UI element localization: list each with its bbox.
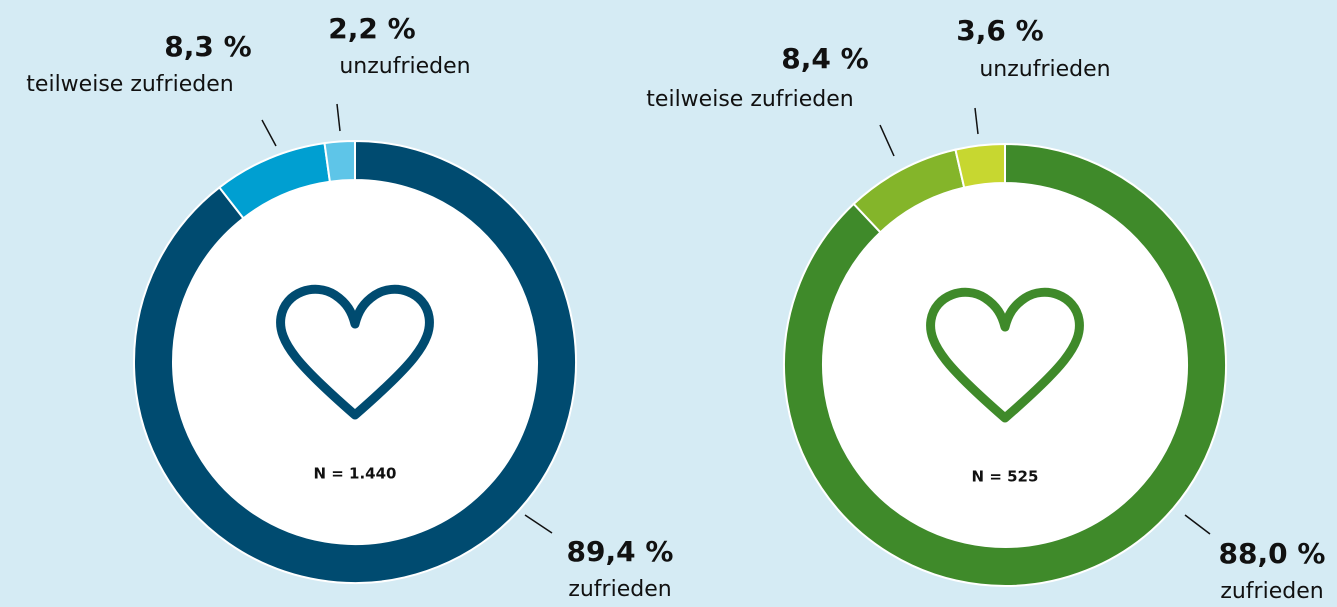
- value-label: 89,4 %: [567, 535, 674, 568]
- sample-size: N = 1.440: [313, 465, 396, 483]
- category-label: teilweise zufrieden: [26, 72, 233, 97]
- donut-hole: [823, 183, 1187, 547]
- value-label: 88,0 %: [1219, 537, 1326, 570]
- leader-line: [261, 119, 277, 147]
- value-label: 8,3 %: [164, 30, 251, 63]
- category-label: zufrieden: [568, 577, 671, 602]
- leader-line: [336, 103, 341, 132]
- category-label: unzufrieden: [339, 54, 470, 79]
- donut-segment: [133, 139, 577, 584]
- leader-line: [879, 124, 895, 157]
- leader-line: [1184, 514, 1211, 535]
- heart-icon: [926, 287, 1084, 423]
- donut-segment: [954, 142, 1006, 189]
- value-label: 3,6 %: [956, 14, 1043, 47]
- heart-icon: [276, 284, 434, 420]
- donut-segment: [783, 142, 1227, 587]
- donut-segment: [323, 139, 356, 183]
- category-label: teilweise zufrieden: [646, 87, 853, 112]
- donut-hole: [173, 180, 537, 544]
- leader-line: [974, 107, 979, 135]
- category-label: zufrieden: [1220, 579, 1323, 604]
- value-label: 2,2 %: [328, 12, 415, 45]
- sample-size: N = 525: [972, 468, 1039, 486]
- category-label: unzufrieden: [979, 57, 1110, 82]
- value-label: 8,4 %: [781, 42, 868, 75]
- leader-line: [524, 514, 553, 534]
